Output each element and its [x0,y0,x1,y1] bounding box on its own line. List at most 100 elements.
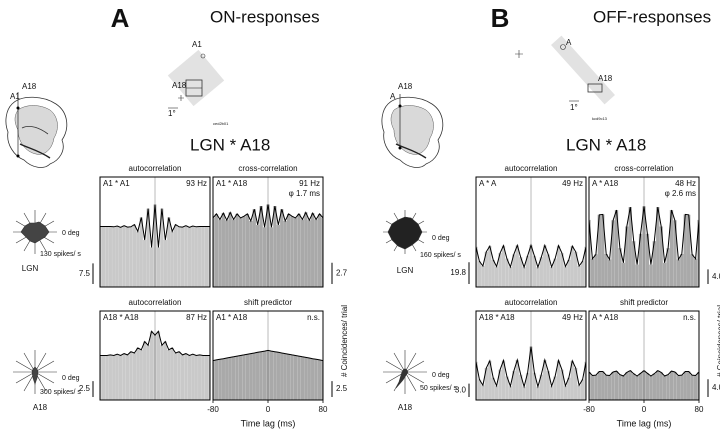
histogram-bar [132,352,137,400]
histogram-bar [543,359,547,400]
fit-curve [212,349,324,362]
histogram-bar [262,227,267,287]
histogram-bar [536,386,540,400]
histogram-bar [317,359,322,400]
histogram-bar [625,372,629,400]
y-axis-label: # Coincidences/ trial [340,305,349,377]
histogram-bar [577,265,581,287]
histogram-bar [560,253,564,287]
histogram-bar [269,351,274,400]
histogram-bar [590,258,595,287]
pair-title: LGN * A18 [566,135,646,154]
histogram-bar [476,246,478,287]
correlogram-title: shift predictor [244,298,292,307]
histogram-bar [491,259,495,287]
histogram-bar [129,226,133,287]
histogram-bar [204,226,209,287]
histogram-bar [638,373,643,400]
histogram-bar [628,207,632,287]
histogram-bar [173,352,178,400]
histogram-bar [601,371,605,400]
histogram-bar [532,255,537,287]
scale-label: 7.5 [79,269,91,278]
rf-label: A18 [172,81,187,90]
histogram-bar [584,246,586,287]
scale-label: 3.0 [455,385,467,394]
histogram-bar [167,349,171,400]
histogram-bar [680,375,684,400]
histogram-bar [481,385,485,400]
polar-plot [383,210,427,254]
histogram-bar [539,257,543,287]
histogram-bar [311,213,315,287]
polar-plot [383,350,427,394]
histogram-bar [683,214,687,287]
plot-frame [99,176,211,288]
histogram-bar [163,239,167,287]
histogram-bar [649,375,653,400]
pair-title: LGN * A18 [190,135,270,154]
fit-curve [475,243,587,269]
histogram-bar [477,261,482,287]
correlogram-title: autocorrelation [505,298,558,307]
histogram-bar [180,227,185,287]
histogram-bar [276,352,280,400]
histogram-bar [249,221,253,287]
histogram-bar [307,220,311,287]
histogram-bar [589,371,591,400]
histogram-bar [505,376,509,400]
frequency-label: 87 Hz [186,313,207,322]
histogram-bar [618,248,622,287]
histogram-bar [656,370,660,400]
histogram-bar [494,266,499,287]
histogram-bar [597,371,601,400]
histogram-bar [293,355,298,400]
histogram-bar [228,357,232,400]
histogram-bar [635,264,639,287]
histogram-bar [101,355,106,400]
scale-label: 4.0 [712,272,720,281]
histogram-bar [632,373,636,400]
histogram-bar [180,354,185,400]
histogram-bar [146,345,150,400]
histogram-bar [304,212,308,287]
correlogram-title: autocorrelation [129,164,182,173]
histogram-bar [553,376,557,400]
histogram-bar [645,373,650,400]
histogram-bar [238,355,243,400]
x-tick-label: -80 [583,405,595,414]
histogram-bar [676,259,681,287]
histogram-bar [139,217,143,287]
histogram-bar [245,354,250,400]
histogram-bar [228,212,232,287]
histogram-bar [645,233,650,287]
histogram-bar [525,255,530,287]
histogram-bar [563,385,568,400]
scale-label: 2.5 [79,384,91,393]
polar-area: A18 [398,403,413,412]
histogram-bar [304,357,308,400]
histogram-bar [307,358,311,400]
histogram-bar [476,361,478,400]
histogram-bar [491,377,495,400]
phase-label: φ 2.6 ms [665,189,696,198]
x-axis-label: Time lag (ms) [241,418,296,428]
x-tick-label: 0 [642,405,647,414]
correlogram-title: cross-correlation [614,164,673,173]
pair-label: A * A [479,179,497,188]
histogram-bar [300,219,305,287]
histogram-bar [276,224,280,287]
histogram-bar [256,352,260,400]
histogram-bar [690,375,694,400]
histogram-bar [273,206,277,287]
histogram-bar [259,206,263,287]
histogram-bar [198,226,202,287]
histogram-bar [297,213,301,287]
histogram-bar [604,254,608,287]
pair-label: A18 * A18 [479,313,515,322]
histogram-bar [607,259,612,287]
histogram-bar [136,231,140,287]
histogram-bar [580,261,585,287]
panel-letter: A [111,3,130,33]
scale-label: 4.0 [712,383,720,392]
